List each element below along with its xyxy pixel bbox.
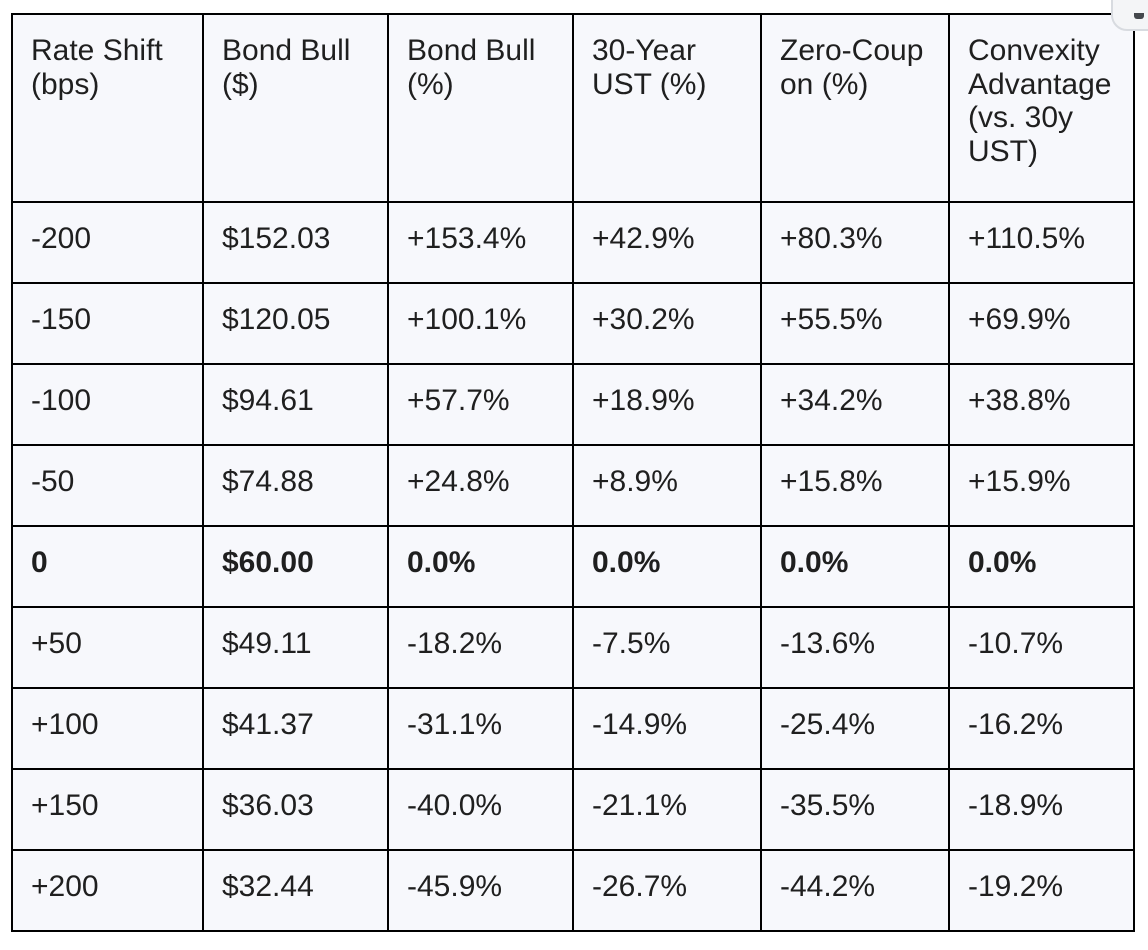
- header-cell-5: Convexity Advantage (vs. 30y UST): [948, 13, 1135, 203]
- header-cell-1: Bond Bull ($): [202, 13, 389, 203]
- table-cell: -35.5%: [760, 768, 950, 851]
- table-cell: +15.8%: [760, 444, 950, 527]
- clipped-button-icon: [1134, 13, 1144, 19]
- table-cell: -18.2%: [387, 606, 574, 689]
- table-cell: 0: [11, 525, 204, 608]
- table-row: +100 $41.37 -31.1% -14.9% -25.4% -16.2%: [11, 687, 1135, 770]
- table-body: -200 $152.03 +153.4% +42.9% +80.3% +110.5% -15…: [11, 201, 1135, 932]
- table-cell: +42.9%: [572, 201, 762, 284]
- table-cell: +100.1%: [387, 282, 574, 365]
- table-cell: +24.8%: [387, 444, 574, 527]
- table-row: +200 $32.44 -45.9% -26.7% -44.2% -19.2%: [11, 849, 1135, 932]
- table-cell: $60.00: [202, 525, 389, 608]
- header-cell-2: Bond Bull (%): [387, 13, 574, 203]
- table-cell: -26.7%: [572, 849, 762, 932]
- table-cell: +55.5%: [760, 282, 950, 365]
- table-row: 0 $60.00 0.0% 0.0% 0.0% 0.0%: [11, 525, 1135, 608]
- table-cell: -45.9%: [387, 849, 574, 932]
- table-cell: $152.03: [202, 201, 389, 284]
- table-cell: -14.9%: [572, 687, 762, 770]
- table-cell: -21.1%: [572, 768, 762, 851]
- table-row: -50 $74.88 +24.8% +8.9% +15.8% +15.9%: [11, 444, 1135, 527]
- table-cell: -16.2%: [948, 687, 1135, 770]
- header-cell-0: Rate Shift (bps): [11, 13, 204, 203]
- table-cell: +34.2%: [760, 363, 950, 446]
- table-cell: 0.0%: [760, 525, 950, 608]
- table-cell: +153.4%: [387, 201, 574, 284]
- table-cell: 0.0%: [572, 525, 762, 608]
- header-cell-4: Zero-Coupon (%): [760, 13, 950, 203]
- table-cell: -10.7%: [948, 606, 1135, 689]
- table-row: +50 $49.11 -18.2% -7.5% -13.6% -10.7%: [11, 606, 1135, 689]
- table-cell: +18.9%: [572, 363, 762, 446]
- table-cell: +50: [11, 606, 204, 689]
- header-cell-3: 30-Year UST (%): [572, 13, 762, 203]
- table-cell: -150: [11, 282, 204, 365]
- table-cell: +80.3%: [760, 201, 950, 284]
- table-cell: +110.5%: [948, 201, 1135, 284]
- table-cell: +69.9%: [948, 282, 1135, 365]
- table-cell: +100: [11, 687, 204, 770]
- table-cell: $94.61: [202, 363, 389, 446]
- table-cell: -31.1%: [387, 687, 574, 770]
- table-cell: +38.8%: [948, 363, 1135, 446]
- table-cell: +200: [11, 849, 204, 932]
- table-cell: -7.5%: [572, 606, 762, 689]
- table-cell: +30.2%: [572, 282, 762, 365]
- table-cell: -100: [11, 363, 204, 446]
- table-row: -150 $120.05 +100.1% +30.2% +55.5% +69.9%: [11, 282, 1135, 365]
- table-cell: +15.9%: [948, 444, 1135, 527]
- table-cell: $41.37: [202, 687, 389, 770]
- table-cell: $74.88: [202, 444, 389, 527]
- table-cell: $120.05: [202, 282, 389, 365]
- table-cell: +150: [11, 768, 204, 851]
- table-cell: $36.03: [202, 768, 389, 851]
- table-cell: -200: [11, 201, 204, 284]
- table-cell: -13.6%: [760, 606, 950, 689]
- table-cell: -50: [11, 444, 204, 527]
- table-cell: -44.2%: [760, 849, 950, 932]
- table-cell: -40.0%: [387, 768, 574, 851]
- table-row: -200 $152.03 +153.4% +42.9% +80.3% +110.5%: [11, 201, 1135, 284]
- table-cell: -25.4%: [760, 687, 950, 770]
- table-cell: +8.9%: [572, 444, 762, 527]
- table-cell: -19.2%: [948, 849, 1135, 932]
- table-cell: 0.0%: [948, 525, 1135, 608]
- table-row: -100 $94.61 +57.7% +18.9% +34.2% +38.8%: [11, 363, 1135, 446]
- table-cell: $32.44: [202, 849, 389, 932]
- table-cell: 0.0%: [387, 525, 574, 608]
- table-row: +150 $36.03 -40.0% -21.1% -35.5% -18.9%: [11, 768, 1135, 851]
- table-cell: $49.11: [202, 606, 389, 689]
- rate-shift-scenario-table: Rate Shift (bps) Bond Bull ($) Bond Bull (…: [11, 13, 1135, 932]
- header-row: Rate Shift (bps) Bond Bull ($) Bond Bull (…: [11, 13, 1135, 203]
- table-cell: +57.7%: [387, 363, 574, 446]
- table-cell: -18.9%: [948, 768, 1135, 851]
